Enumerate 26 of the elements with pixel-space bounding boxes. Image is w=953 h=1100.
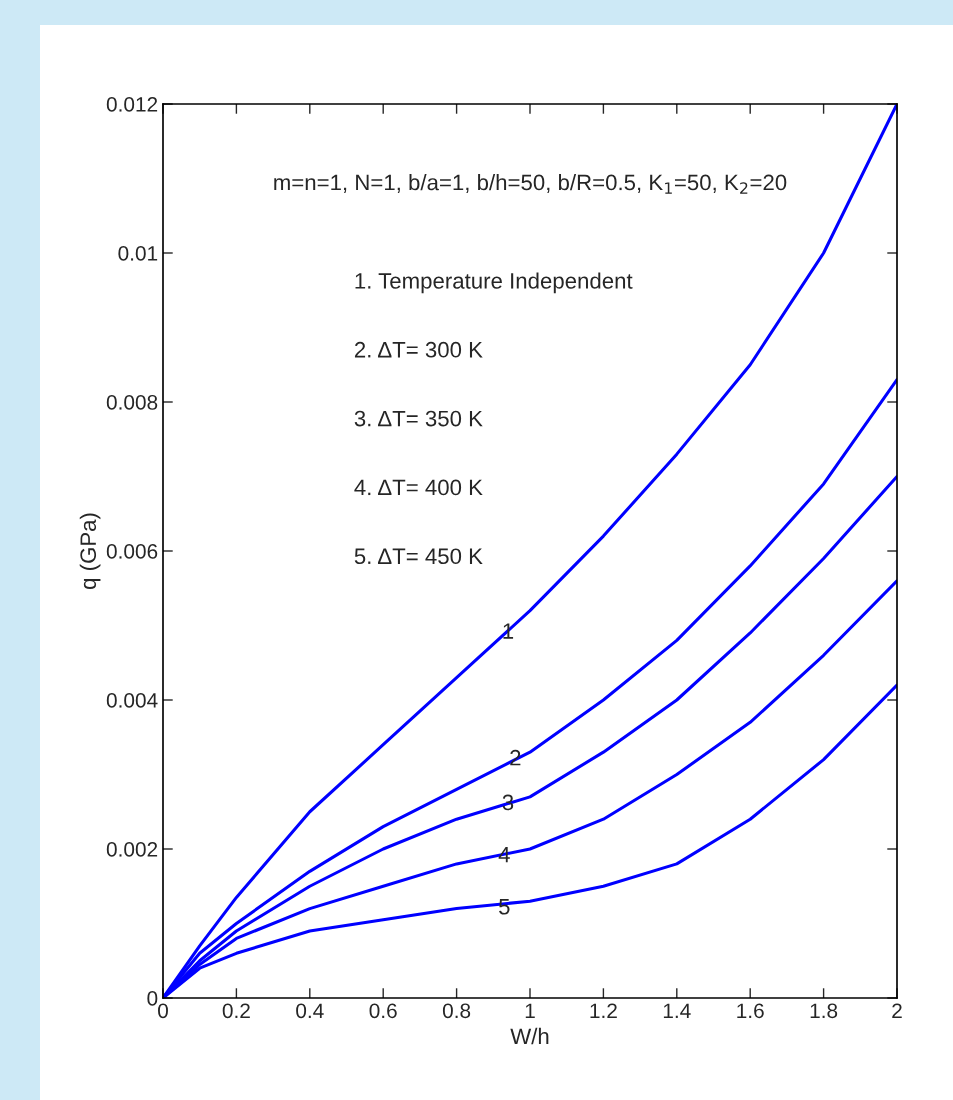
x-tick-label: 1.4 — [663, 1003, 691, 1018]
y-tick-label: 0.012 — [106, 97, 158, 112]
x-tick-label: 1.6 — [737, 1003, 764, 1019]
annotation: 1. Temperature Independent — [355, 272, 633, 294]
annotation: 2. ΔT= 300 K — [354, 341, 483, 358]
annotation: m=n=1, N=1, b/a=1, b/h=50, b/R=0.5, K$_{1}$=50, K$_{2}$=20 — [274, 173, 787, 194]
y-tick-label: 0 — [147, 991, 158, 1006]
x-tick-label: 1 — [525, 1003, 535, 1018]
y-tick-label: 0.004 — [106, 693, 158, 708]
y-tick-label: 0.002 — [106, 842, 158, 857]
x-tick-label: 0.4 — [296, 1003, 324, 1019]
x-tick-label: 1.8 — [810, 1003, 838, 1019]
x-tick-label: 0.6 — [369, 1003, 397, 1019]
y-tick-label: 0.01 — [118, 246, 158, 261]
annotation: 4. ΔT= 400 K — [354, 479, 483, 496]
x-tick-label: 0 — [158, 1003, 168, 1019]
x-tick-label: 0.8 — [442, 1003, 471, 1019]
annotation: 3. ΔT= 350 K — [354, 410, 483, 427]
x-tick-label: 1.2 — [590, 1003, 617, 1018]
y-tick-label: 0.008 — [106, 395, 158, 410]
x-tick-label: 2 — [892, 1003, 902, 1018]
y-axis-title: q (GPa) — [79, 513, 101, 589]
x-tick-label: 0.2 — [222, 1003, 250, 1019]
x-axis-title: W/h — [510, 1027, 549, 1045]
y-tick-label: 0.006 — [106, 544, 158, 559]
annotation: 5. ΔT= 450 K — [354, 548, 483, 565]
